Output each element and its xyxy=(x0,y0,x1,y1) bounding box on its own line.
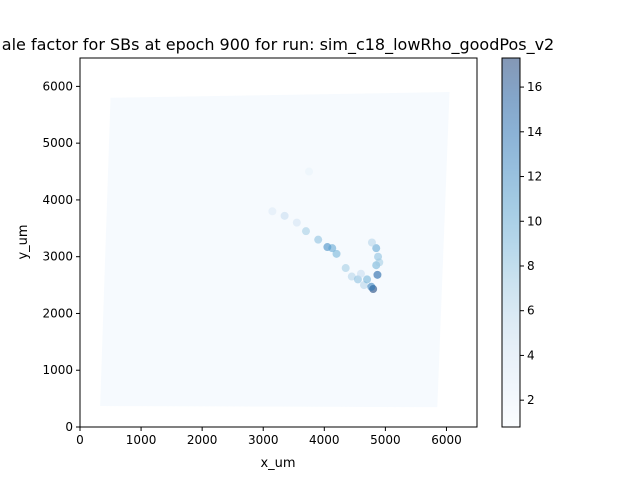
colorbar-ticks: 2 4 6 8 10 12 14 16 xyxy=(520,80,542,407)
heatmap-point xyxy=(268,207,277,216)
y-tick-label: 4000 xyxy=(42,193,73,207)
heatmap-point xyxy=(367,282,376,291)
x-tick-label: 5000 xyxy=(370,433,401,447)
x-tick-label: 1000 xyxy=(126,433,157,447)
colorbar-gradient xyxy=(502,58,520,427)
plot-frame xyxy=(79,57,478,428)
colorbar-tick-label: 16 xyxy=(527,80,542,94)
x-tick-label: 0 xyxy=(76,433,84,447)
heatmap-point xyxy=(328,244,337,253)
y-tick-label: 3000 xyxy=(42,250,73,264)
heatmap-point xyxy=(314,235,323,244)
heatmap-point xyxy=(341,264,350,273)
background-density-region xyxy=(100,92,450,408)
colorbar-tick-label: 14 xyxy=(527,125,542,139)
y-tick-label: 5000 xyxy=(42,136,73,150)
x-axis-label: x_um xyxy=(260,456,295,471)
y-tick-label: 0 xyxy=(65,420,73,434)
plot-area xyxy=(79,57,478,428)
y-tick-label: 2000 xyxy=(42,306,73,320)
x-tick-label: 3000 xyxy=(248,433,279,447)
heatmap-layer xyxy=(100,92,450,408)
x-axis: 0 1000 2000 3000 4000 5000 6000 xyxy=(76,427,462,447)
heatmap-point xyxy=(280,211,289,220)
colorbar-tick-label: 10 xyxy=(527,214,542,228)
colorbar-tick-label: 4 xyxy=(527,348,535,362)
colorbar-tick-label: 12 xyxy=(527,170,542,184)
y-tick-label: 6000 xyxy=(42,79,73,93)
heatmap-point xyxy=(332,249,341,258)
colorbar: 2 4 6 8 10 12 14 16 xyxy=(501,57,542,428)
colorbar-frame xyxy=(501,57,521,428)
y-tick-label: 1000 xyxy=(42,363,73,377)
x-tick-label: 4000 xyxy=(309,433,340,447)
x-tick-label: 2000 xyxy=(187,433,218,447)
heatmap-point xyxy=(372,244,381,253)
colorbar-tick-label: 8 xyxy=(527,259,535,273)
heatmap-point xyxy=(347,272,356,281)
heatmap-point xyxy=(373,270,382,279)
heatmap-point xyxy=(301,227,310,236)
heatmap-point xyxy=(305,167,314,176)
heatmap-point xyxy=(367,238,376,247)
heatmap-point xyxy=(375,258,384,267)
y-axis-label: y_um xyxy=(16,224,31,259)
chart-title: ale factor for SBs at epoch 900 for run:… xyxy=(2,35,554,55)
colorbar-tick-label: 6 xyxy=(527,304,535,318)
heatmap-point xyxy=(292,218,301,227)
heatmap-point xyxy=(356,269,365,278)
colorbar-tick-label: 2 xyxy=(527,393,535,407)
x-tick-label: 6000 xyxy=(431,433,462,447)
heatmap-point xyxy=(363,275,372,284)
y-axis: 0 1000 2000 3000 4000 5000 6000 xyxy=(42,79,80,434)
